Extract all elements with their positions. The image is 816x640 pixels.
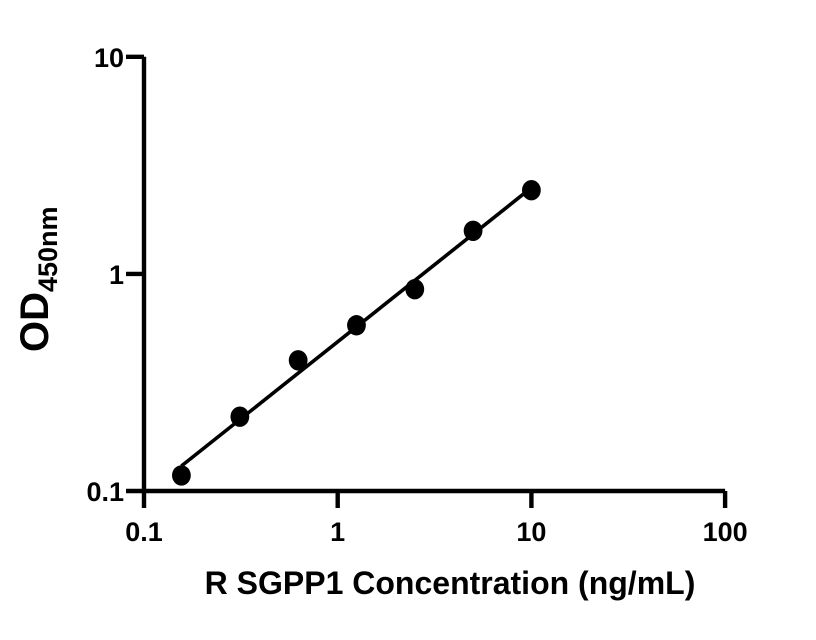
data-series	[172, 179, 541, 486]
data-point	[230, 406, 250, 427]
data-point	[405, 279, 425, 300]
x-tick-label: 100	[703, 517, 748, 547]
axes	[126, 54, 728, 508]
y-axis-title-subscript: 450nm	[33, 206, 63, 292]
data-point	[463, 220, 483, 241]
x-tick-label: 10	[516, 517, 546, 547]
x-tick-label: 0.1	[125, 517, 163, 547]
y-axis-title: OD450nm	[13, 206, 63, 352]
data-point	[288, 350, 308, 371]
x-axis-title: R SGPP1 Concentration (ng/mL)	[205, 565, 696, 601]
y-tick-label: 1	[109, 260, 124, 290]
y-tick-label: 0.1	[86, 477, 124, 507]
data-point	[522, 179, 541, 201]
y-tick-label: 10	[94, 43, 124, 73]
y-axis-title-main: OD	[13, 292, 57, 352]
tick-labels: 0.1 1 10 100 0.1 1 10	[86, 43, 747, 547]
data-point	[347, 315, 366, 336]
data-point	[172, 465, 191, 486]
x-tick-label: 1	[330, 517, 345, 547]
